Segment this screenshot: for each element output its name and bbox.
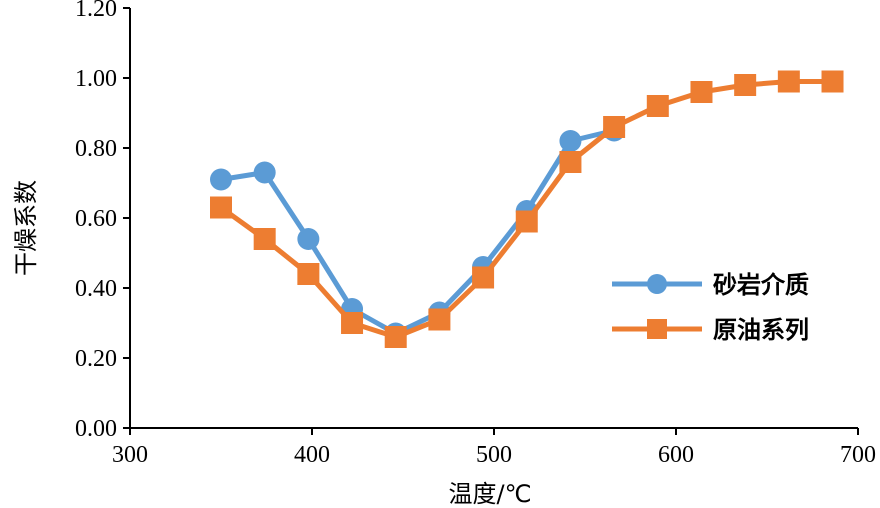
- data-point: [690, 81, 713, 103]
- y-tick-label: 0.80: [75, 136, 117, 162]
- data-point: [734, 74, 757, 96]
- x-axis-title: 温度/℃: [448, 480, 531, 508]
- data-point: [515, 210, 538, 233]
- series-line: [220, 128, 615, 336]
- y-tick-label: 0.00: [75, 416, 117, 442]
- data-point: [646, 95, 669, 117]
- y-tick-label: 0.20: [75, 346, 117, 372]
- y-tick-label: 1.00: [75, 66, 117, 92]
- data-point: [384, 326, 407, 348]
- data-point: [297, 228, 320, 250]
- data-point: [210, 168, 232, 191]
- data-point: [297, 263, 320, 285]
- data-point: [777, 70, 800, 93]
- x-tick-label: 500: [476, 442, 512, 468]
- axes: 0.00 0.20 0.40 0.60 0.80 1.00 1.20 300 400 500 600…: [75, 0, 876, 468]
- y-axis-title: 干燥系数: [12, 180, 40, 276]
- x-tick-label: 700: [840, 442, 876, 468]
- series-crude-oil: [210, 70, 844, 348]
- data-point: [603, 116, 626, 138]
- data-point: [210, 196, 232, 219]
- x-tick-label: 600: [658, 442, 694, 468]
- data-point: [253, 161, 276, 184]
- data-point: [253, 228, 276, 250]
- data-point: [559, 130, 582, 152]
- y-tick-label: 1.20: [75, 0, 117, 22]
- y-tick-label: 0.60: [75, 206, 117, 232]
- legend-label: 原油系列: [713, 316, 809, 344]
- data-point: [428, 308, 451, 331]
- x-tick-label: 300: [112, 442, 148, 468]
- x-tick-label: 400: [294, 442, 330, 468]
- y-tick-label: 0.40: [75, 276, 117, 302]
- series-layer: [210, 70, 844, 348]
- legend-marker: [647, 319, 667, 339]
- data-point: [559, 151, 582, 173]
- legend-item: 原油系列: [612, 316, 809, 344]
- data-point: [821, 70, 844, 93]
- legend-marker: [647, 274, 667, 294]
- data-point: [341, 312, 364, 334]
- legend-item: 砂岩介质: [612, 271, 809, 299]
- data-point: [472, 266, 495, 289]
- legend-label: 砂岩介质: [713, 271, 809, 299]
